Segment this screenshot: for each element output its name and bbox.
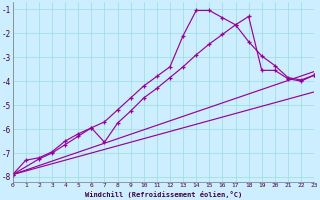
X-axis label: Windchill (Refroidissement éolien,°C): Windchill (Refroidissement éolien,°C) bbox=[85, 191, 242, 198]
